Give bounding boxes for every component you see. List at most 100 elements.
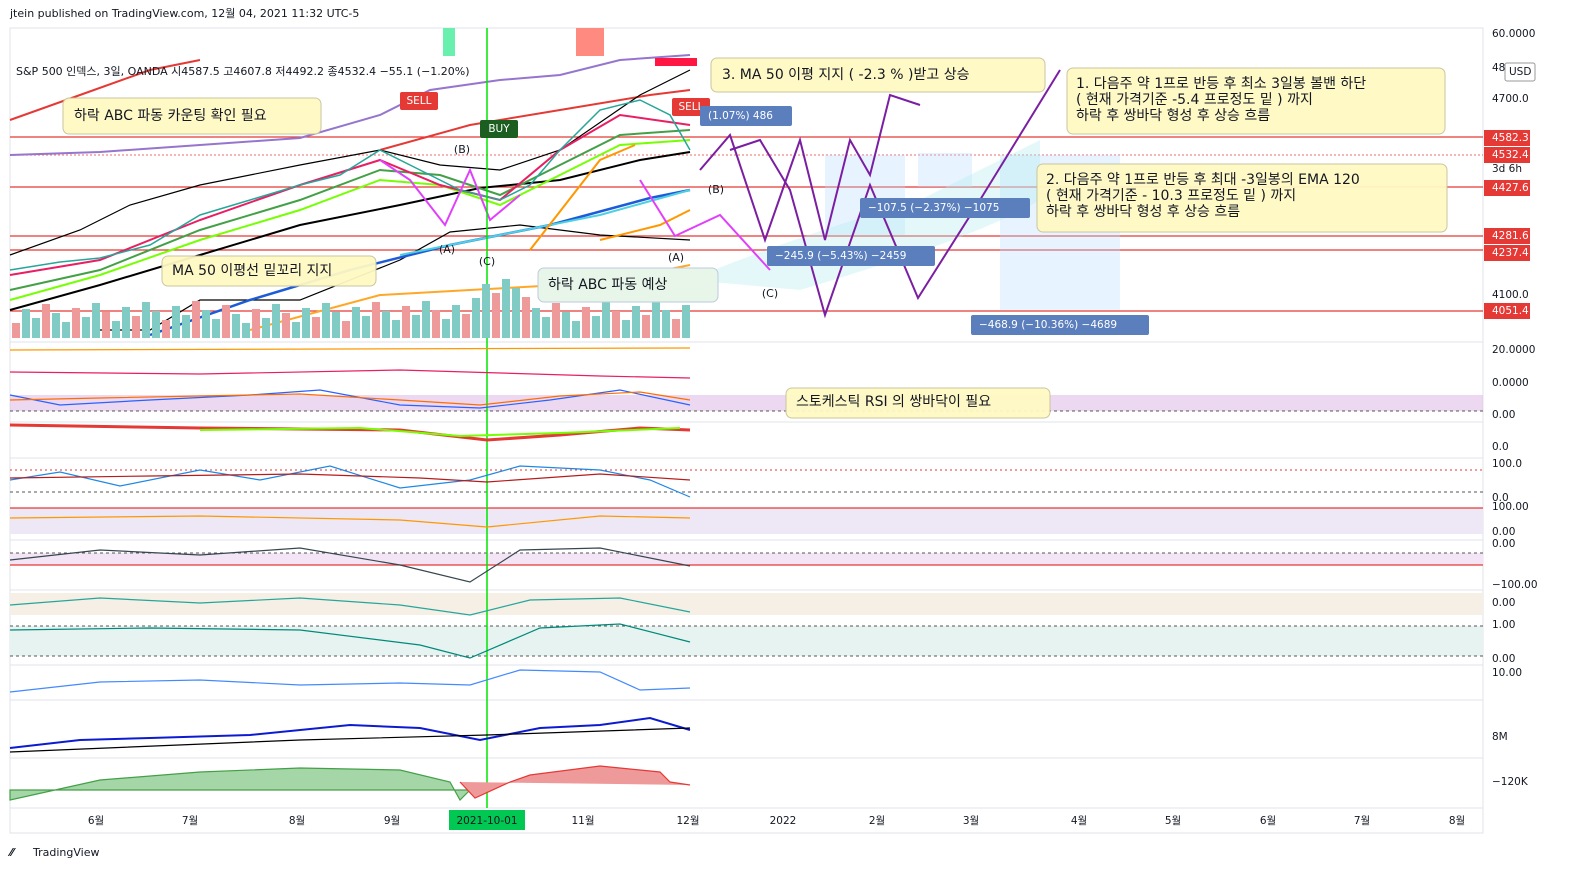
signal: BUY — [488, 123, 510, 135]
volume-bar — [562, 312, 570, 338]
volume-bar — [662, 310, 670, 338]
annotation: 1. 다음주 약 1프로 반등 후 최소 3일봉 볼밴 하단 — [1076, 76, 1366, 92]
volume-bar — [652, 301, 660, 338]
indicator — [9, 623, 691, 659]
price-axis-label: 100.0 — [1492, 458, 1522, 470]
volume-bar — [322, 303, 330, 338]
obv — [9, 716, 691, 749]
price-tag-label: 4237.4 — [1492, 247, 1529, 259]
volume-bar — [252, 309, 260, 338]
time-axis-label: 2021-10-01 — [456, 815, 517, 827]
price-tag — [1484, 147, 1530, 163]
volume-bar — [32, 318, 40, 338]
ma-red — [9, 113, 691, 276]
dashed-levels — [10, 410, 1483, 657]
volume-bar — [222, 305, 230, 338]
volume-bar — [392, 320, 400, 338]
volume-bar — [382, 311, 390, 338]
volume-bar — [132, 316, 140, 338]
volume-bar — [632, 306, 640, 338]
logo: ⁄⁄ — [7, 846, 17, 859]
wave-label: (C) — [762, 287, 778, 300]
band — [10, 508, 1483, 534]
footer: TradingView — [32, 846, 99, 859]
time-axis-label: 6월 — [1260, 815, 1276, 827]
volume-bar — [492, 293, 500, 338]
time-axis-label: 8월 — [1449, 815, 1465, 827]
annotation: 2. 다음주 약 1프로 반등 후 최대 -3일봉의 EMA 120 — [1046, 172, 1360, 188]
volume-bar — [602, 302, 610, 338]
price-axis-label: −120K — [1492, 776, 1529, 788]
histogram — [9, 767, 472, 801]
price-axis-label: 0.00 — [1492, 538, 1515, 550]
volume-bar — [242, 323, 250, 338]
price-tag-label: 4532.4 — [1492, 149, 1529, 161]
volume-bar — [532, 308, 540, 338]
annotation: 하락 후 쌍바닥 형성 후 상승 흐름 — [1046, 204, 1240, 220]
volume-bar — [672, 319, 680, 338]
time-axis-label: 7월 — [1354, 815, 1370, 827]
ma-orange — [599, 209, 691, 241]
volume-bar — [362, 316, 370, 338]
signal-box — [480, 120, 518, 138]
band — [10, 626, 1483, 656]
volume — [12, 279, 690, 338]
price-tag-label: 4051.4 — [1492, 305, 1529, 317]
volume-bar — [422, 301, 430, 338]
rsi-band — [10, 395, 1483, 411]
time-axis-label: 9월 — [384, 815, 400, 827]
measure-label-box — [767, 246, 935, 266]
price-axis-label: 4700.0 — [1492, 93, 1529, 105]
time-axis-label: 2월 — [869, 815, 885, 827]
annotation: 하락 ABC 파동 예상 — [548, 277, 667, 293]
volume-bar — [192, 301, 200, 338]
wave-label: (C) — [479, 255, 495, 268]
volume-bar — [622, 320, 630, 338]
projection — [699, 93, 921, 244]
bollinger-upper — [9, 59, 201, 121]
volume-bar — [52, 313, 60, 338]
measure-label: −468.9 (−10.36%) −4689 — [979, 319, 1117, 331]
measure-box — [918, 153, 972, 187]
volume-bar — [172, 306, 180, 338]
arrow — [529, 144, 636, 251]
stoch-rsi — [9, 391, 691, 406]
annotation: 스토케스틱 RSI 의 쌍바닥이 필요 — [796, 394, 991, 410]
indicator — [9, 369, 691, 379]
volume-bar — [402, 306, 410, 338]
callout — [785, 387, 1051, 419]
volume-bar — [202, 310, 210, 338]
annotation: 하락 후 쌍바닥 형성 후 상승 흐름 — [1076, 108, 1270, 124]
signal-bar — [576, 28, 604, 56]
price-tag-label: 4281.6 — [1492, 230, 1529, 242]
volume-bar — [432, 310, 440, 338]
volume-bar — [412, 315, 420, 338]
annotation: ( 현재 가격기준 - 10.3 프로정도 밑 ) 까지 — [1046, 188, 1296, 204]
volume-bar — [512, 288, 520, 338]
volume-bar — [522, 297, 530, 338]
callout — [161, 255, 377, 287]
volume-bar — [642, 315, 650, 338]
price-tag — [1484, 303, 1530, 319]
volume-bar — [232, 314, 240, 338]
volume-bar — [12, 323, 20, 338]
wave-label: (A) — [668, 251, 684, 264]
wave-label: (A) — [439, 243, 455, 256]
time-axis-label: 12월 — [676, 815, 699, 827]
measure-label-box — [700, 106, 792, 126]
price-tag — [1484, 130, 1530, 146]
time-axis-label: 5월 — [1165, 815, 1181, 827]
time-cursor — [449, 810, 525, 830]
measure-label: −107.5 (−2.37%) −1075 — [868, 202, 999, 214]
callout — [537, 267, 719, 303]
measure-label-box — [971, 315, 1149, 335]
measure-box — [825, 155, 905, 235]
volume-bar — [272, 304, 280, 338]
volume-bar — [142, 302, 150, 338]
volume-bar — [312, 317, 320, 338]
volume-bar — [342, 321, 350, 338]
annotation: ( 현재 가격기준 -5.4 프로정도 밑 ) 까지 — [1076, 92, 1313, 108]
measure-label: (1.07%) 486 — [708, 110, 773, 122]
volume-bar — [292, 322, 300, 338]
